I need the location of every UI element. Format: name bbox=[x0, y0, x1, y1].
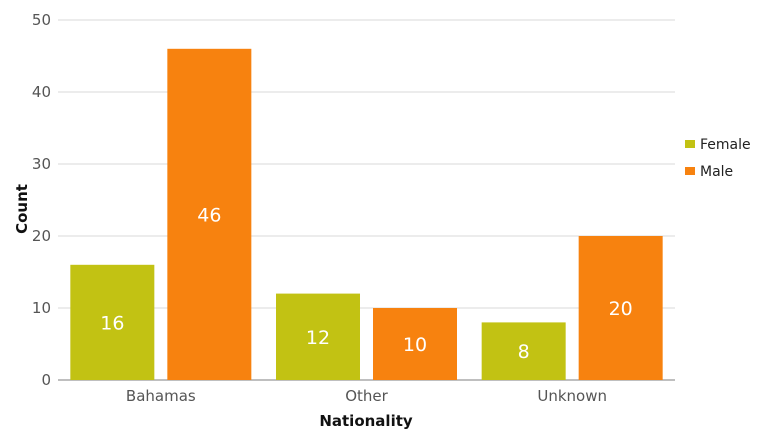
bar-male-unknown bbox=[578, 236, 663, 380]
data-label: 16 bbox=[100, 312, 124, 334]
y-tick-label: 0 bbox=[41, 371, 51, 389]
bar-female-bahamas bbox=[70, 264, 155, 380]
bar-female-unknown bbox=[481, 322, 566, 380]
legend-swatch-female bbox=[685, 140, 695, 148]
x-axis-ticks: Bahamas Other Unknown bbox=[126, 387, 607, 405]
data-label: 46 bbox=[197, 204, 221, 226]
y-tick-label: 30 bbox=[32, 155, 51, 173]
x-tick-label: Unknown bbox=[537, 387, 607, 405]
legend-label-male: Male bbox=[700, 164, 733, 180]
data-label: 20 bbox=[609, 298, 633, 320]
data-label: 8 bbox=[518, 341, 530, 363]
y-axis-title: Count bbox=[13, 184, 31, 234]
legend-label-female: Female bbox=[700, 137, 751, 153]
x-axis-title: Nationality bbox=[319, 412, 413, 429]
y-tick-label: 50 bbox=[32, 11, 51, 29]
y-axis-ticks: 0 10 20 30 40 50 bbox=[32, 11, 51, 389]
y-tick-label: 10 bbox=[32, 299, 51, 317]
bar-male-bahamas bbox=[167, 48, 252, 381]
gridlines bbox=[58, 19, 675, 381]
data-label: 12 bbox=[306, 327, 330, 349]
legend-swatch-male bbox=[685, 167, 695, 175]
legend: Female Male bbox=[685, 137, 751, 180]
x-tick-label: Bahamas bbox=[126, 387, 196, 405]
x-tick-label: Other bbox=[345, 387, 388, 405]
y-tick-label: 40 bbox=[32, 83, 51, 101]
y-tick-label: 20 bbox=[32, 227, 51, 245]
data-labels: 16 46 12 10 8 20 bbox=[100, 204, 633, 363]
bar-male-other bbox=[373, 308, 457, 380]
data-label: 10 bbox=[403, 334, 427, 356]
bar-female-other bbox=[276, 293, 360, 380]
bars bbox=[70, 48, 663, 381]
